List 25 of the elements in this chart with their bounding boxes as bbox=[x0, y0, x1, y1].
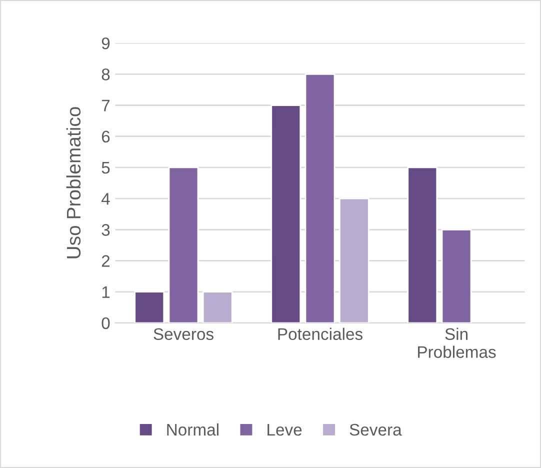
y-axis-title: Uso Problematico bbox=[66, 107, 81, 258]
bar bbox=[270, 104, 302, 323]
x-tick-label: Sin Problemas bbox=[418, 328, 496, 358]
y-tick-label: 5 bbox=[102, 162, 110, 174]
y-tick-label: 9 bbox=[102, 37, 110, 50]
x-tick-label: Potenciales bbox=[278, 328, 362, 340]
y-tick-label: 8 bbox=[102, 68, 110, 80]
bar bbox=[338, 198, 370, 323]
legend-label: Leve bbox=[268, 424, 302, 436]
bar bbox=[134, 291, 165, 323]
legend-label: Normal bbox=[167, 423, 218, 436]
y-tick-label: 1 bbox=[102, 286, 110, 298]
y-tick-label: 0 bbox=[102, 317, 110, 330]
y-tick-label: 4 bbox=[101, 193, 110, 205]
x-tick-label: Severos bbox=[154, 328, 214, 340]
bar bbox=[168, 166, 199, 323]
bar bbox=[407, 166, 438, 323]
legend-label: Severa bbox=[350, 424, 402, 436]
y-tick-label: 6 bbox=[102, 130, 110, 143]
y-tick-label: 3 bbox=[102, 224, 110, 236]
bar bbox=[304, 73, 336, 323]
bar bbox=[441, 228, 472, 323]
y-tick-label: 7 bbox=[102, 100, 110, 112]
bar bbox=[202, 291, 233, 323]
y-tick-label: 2 bbox=[102, 255, 110, 267]
